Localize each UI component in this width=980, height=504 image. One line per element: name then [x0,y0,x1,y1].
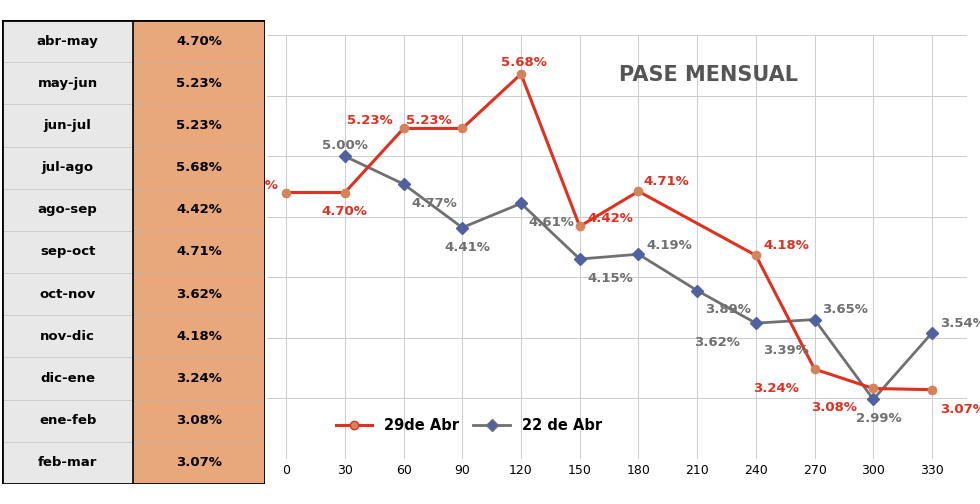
Bar [2,147,133,189]
Text: 3.89%: 3.89% [705,303,751,317]
Text: 4.18%: 4.18% [763,239,809,252]
Bar [2,357,133,400]
Text: 4.77%: 4.77% [412,197,457,210]
Text: ago-sep: ago-sep [38,203,97,216]
Text: 4.70%: 4.70% [176,35,221,48]
Text: 4.70%: 4.70% [321,206,368,218]
Text: 4.42%: 4.42% [176,203,221,216]
Text: 3.07%: 3.07% [940,403,980,416]
Text: 2.99%: 2.99% [857,412,902,425]
Bar [133,357,265,400]
Text: 5.68%: 5.68% [501,56,547,70]
Text: 3.24%: 3.24% [753,382,799,395]
Text: 3.39%: 3.39% [763,345,809,357]
Text: 5.23%: 5.23% [406,113,452,127]
Text: 4.41%: 4.41% [445,240,491,254]
Bar [133,20,265,62]
Text: jun-jul: jun-jul [44,119,91,132]
Text: 3.62%: 3.62% [694,336,740,349]
Bar [133,400,265,442]
Text: 4.61%: 4.61% [528,216,574,229]
Bar [133,189,265,231]
Text: 5.00%: 5.00% [321,139,368,152]
Bar [2,315,133,357]
Bar [2,400,133,442]
Bar [133,442,265,484]
Text: 5.68%: 5.68% [176,161,221,174]
Text: 3.24%: 3.24% [176,372,221,385]
Text: 4.18%: 4.18% [176,330,221,343]
Text: 4.42%: 4.42% [587,212,633,225]
Legend: 29de Abr, 22 de Abr: 29de Abr, 22 de Abr [330,412,608,438]
Bar [2,20,133,62]
Bar [133,104,265,147]
Text: 4.19%: 4.19% [646,239,692,253]
Text: jul-ago: jul-ago [41,161,94,174]
Text: 5.23%: 5.23% [347,113,393,127]
Text: 3.08%: 3.08% [811,401,858,414]
Text: 5.23%: 5.23% [176,119,221,132]
Text: may-jun: may-jun [37,77,98,90]
Text: 5.23%: 5.23% [176,77,221,90]
Bar [133,147,265,189]
Bar [2,442,133,484]
Bar [2,104,133,147]
Bar [2,273,133,315]
Text: abr-may: abr-may [36,35,99,48]
Text: 3.07%: 3.07% [176,456,221,469]
Text: 4.71%: 4.71% [643,175,689,188]
Text: 4.71%: 4.71% [176,245,221,259]
Bar [133,62,265,104]
Bar [133,231,265,273]
Text: sep-oct: sep-oct [40,245,95,259]
Text: 3.08%: 3.08% [176,414,221,427]
Text: 4.70%: 4.70% [232,179,278,192]
Bar [2,62,133,104]
Text: 3.54%: 3.54% [940,317,980,330]
Text: feb-mar: feb-mar [38,456,97,469]
Text: nov-dic: nov-dic [40,330,95,343]
Bar [2,189,133,231]
Bar [2,231,133,273]
Text: oct-nov: oct-nov [39,288,96,301]
Text: dic-ene: dic-ene [40,372,95,385]
Text: 4.15%: 4.15% [587,272,633,285]
Text: 3.62%: 3.62% [176,288,221,301]
Bar [133,315,265,357]
Text: ene-feb: ene-feb [39,414,96,427]
Bar [133,273,265,315]
Text: 3.65%: 3.65% [822,303,868,317]
Text: PASE MENSUAL: PASE MENSUAL [618,65,798,85]
